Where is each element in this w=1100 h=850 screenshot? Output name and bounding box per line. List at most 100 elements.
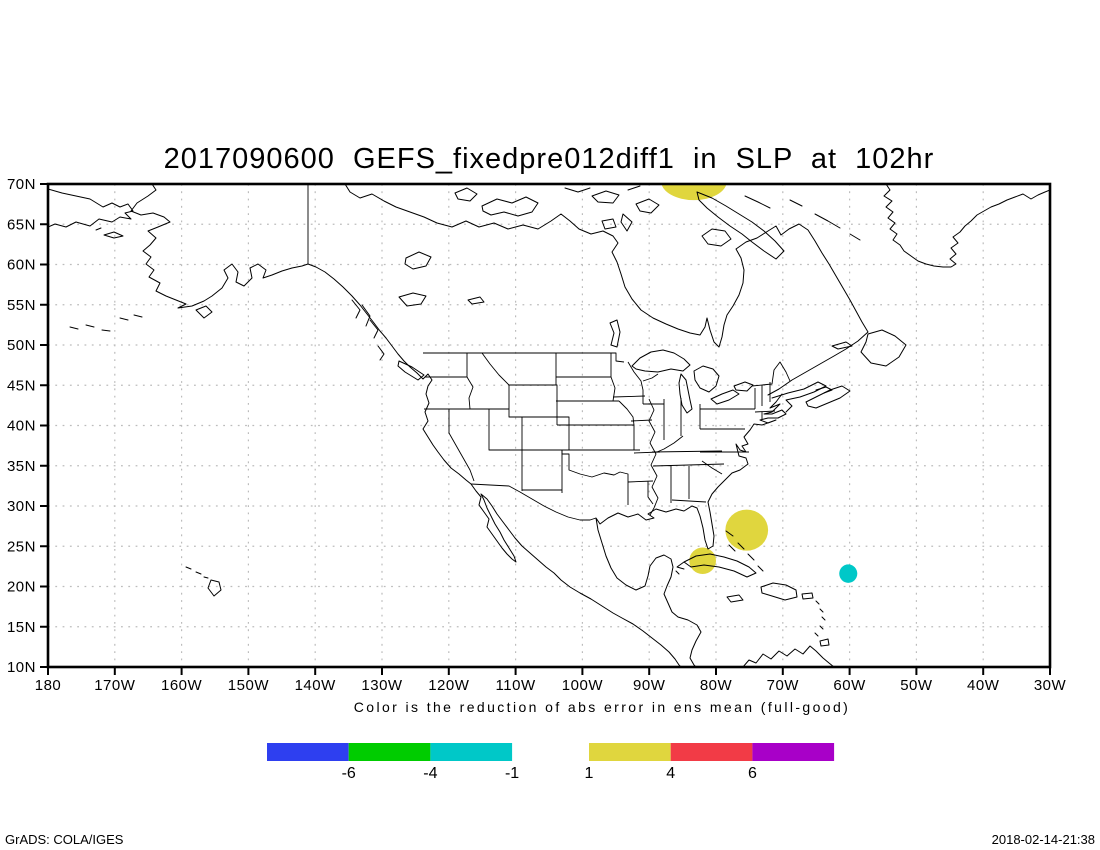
lon-tick-label: 180 (35, 677, 62, 694)
colorbar-label: 1 (585, 765, 594, 782)
lon-tick-label: 170W (94, 677, 136, 694)
lat-tick-label: 10N (7, 659, 36, 676)
coast-lesser-antilles (814, 600, 826, 637)
colorbar-segment (752, 743, 835, 761)
lon-tick-label: 120W (428, 677, 470, 694)
coast-anticosti (831, 341, 853, 350)
coast-victoria-island (481, 196, 539, 217)
border-us-canada (423, 352, 625, 363)
shaded-region (661, 184, 727, 201)
shaded-region (689, 547, 716, 575)
colorbar-positive: 1 4 6 (585, 743, 835, 782)
grads-stamp: GrADS: COLA/IGES (5, 832, 124, 847)
lake-ontario (733, 381, 754, 392)
lon-tick-label: 50W (900, 677, 933, 694)
coast-chukotka (48, 188, 134, 228)
political-borders (307, 184, 791, 521)
coast-se-alaska-islands (351, 299, 379, 339)
lake-michigan (678, 373, 693, 414)
lat-tick-label: 50N (7, 337, 36, 354)
lat-tick-label: 45N (7, 377, 36, 394)
lat-tick-label: 30N (7, 498, 36, 515)
lat-tick-label: 15N (7, 619, 36, 636)
lon-tick-label: 70W (767, 677, 800, 694)
plot-title: 2017090600 GEFS_fixedpre012diff1 in SLP … (164, 143, 935, 175)
state-borders-west (424, 352, 522, 482)
shaded-regions (661, 184, 858, 583)
lon-tick-label: 130W (361, 677, 403, 694)
lake-huron (693, 365, 720, 393)
shaded-region (725, 509, 769, 551)
lon-tick-label: 160W (161, 677, 203, 694)
colorbar-segment (430, 743, 513, 761)
state-borders-east (699, 382, 776, 475)
lon-tick-label: 150W (228, 677, 270, 694)
coast-cozumel (675, 570, 680, 575)
coast-haida-gwaii (377, 345, 385, 361)
colorbar-label: -1 (505, 765, 519, 782)
lon-tick-labels: 180 170W 160W 150W 140W 130W 120W 110W 100W 90W 80… (35, 677, 1067, 694)
shaded-region (839, 564, 858, 583)
coast-st-lawrence-island (95, 227, 124, 239)
colorbar-label: 4 (666, 765, 675, 782)
coastlines (48, 184, 1050, 667)
coast-cuba (676, 553, 757, 578)
coast-jamaica (726, 594, 744, 603)
coast-devon-island (591, 190, 620, 204)
lon-tick-label: 30W (1034, 677, 1067, 694)
coast-puerto-rico (801, 592, 814, 600)
coast-hawaii (185, 566, 222, 597)
lat-tick-label: 65N (7, 216, 36, 233)
lon-tick-label: 140W (295, 677, 337, 694)
coast-canada-mainland (344, 184, 869, 396)
border-us-canada-east (751, 361, 791, 387)
colorbar-label: -4 (423, 765, 437, 782)
axis-ticks (40, 183, 1051, 675)
grid-lines (48, 184, 1050, 667)
colorbar-segment (267, 743, 349, 761)
lat-tick-label: 55N (7, 297, 36, 314)
lat-tick-label: 60N (7, 257, 36, 274)
coast-aleutians (69, 314, 143, 332)
lon-tick-label: 110W (496, 677, 536, 694)
lake-erie (710, 389, 740, 405)
lon-tick-label: 60W (833, 677, 866, 694)
lat-tick-label: 40N (7, 418, 36, 435)
colorbar-caption: Color is the reduction of abs error in e… (354, 699, 850, 715)
coast-south-america (742, 645, 835, 667)
state-borders-plains (555, 353, 661, 478)
state-borders-midwest (627, 361, 684, 453)
lat-tick-label: 35N (7, 458, 36, 475)
coast-king-william (601, 218, 617, 230)
plot-timestamp: 2018-02-14-21:38 (992, 832, 1095, 847)
lon-tick-label: 80W (700, 677, 733, 694)
coast-kodiak (195, 305, 213, 319)
lat-tick-label: 20N (7, 579, 36, 596)
lon-tick-label: 100W (562, 677, 604, 694)
coast-east-gulf (595, 393, 787, 667)
colorbar-segment (589, 743, 671, 761)
coast-bahamas (725, 530, 764, 572)
lake-athabasca (467, 296, 485, 305)
map-frame (46, 182, 1052, 669)
colorbar-label: -6 (342, 765, 356, 782)
lake-winnipeg (609, 319, 621, 348)
coast-west-pacific (385, 337, 682, 667)
coast-greenland (883, 184, 1050, 268)
colorbar-label: 6 (748, 765, 757, 782)
colorbar-negative: -6 -4 -1 (267, 743, 519, 782)
coast-southampton (701, 228, 732, 247)
coast-trinidad (819, 638, 830, 647)
coast-alaska (130, 184, 387, 339)
coast-hispaniola (760, 582, 798, 601)
colorbar-segment (670, 743, 753, 761)
coast-somerset-island (635, 198, 660, 214)
coast-banks-island (454, 187, 478, 202)
lon-tick-label: 90W (633, 677, 666, 694)
lat-tick-label: 25N (7, 538, 36, 555)
lat-tick-labels: 70N 65N 60N 55N 50N 45N 40N 35N 30N 25N 20N 15N 10N (7, 176, 36, 676)
coast-boothia (620, 213, 633, 232)
state-borders-south (619, 450, 725, 505)
